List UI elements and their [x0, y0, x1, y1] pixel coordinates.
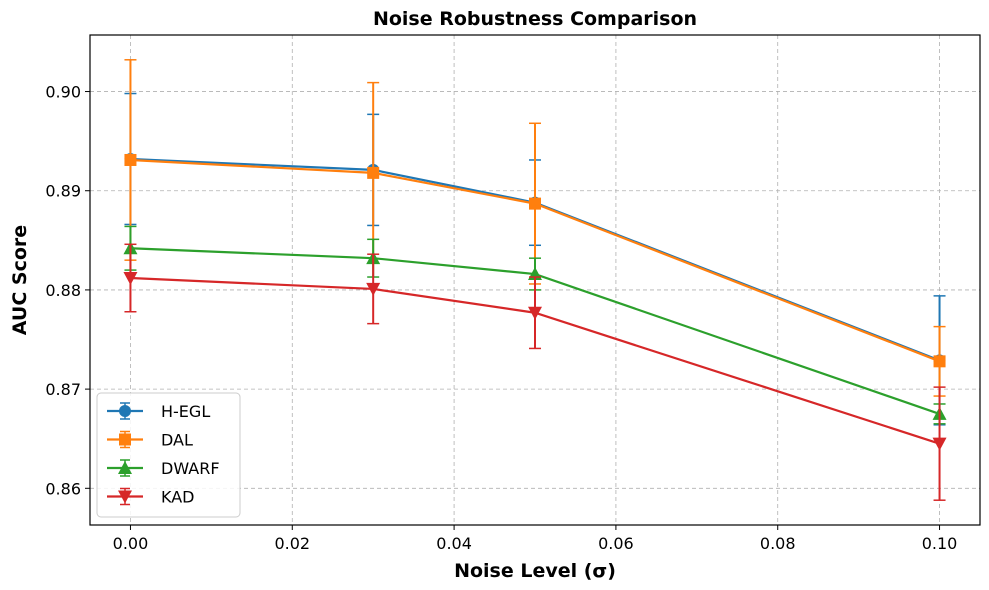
- data-point: [529, 197, 541, 210]
- y-tick-label: 0.86: [45, 479, 81, 498]
- y-axis: 0.86 0.87 0.88 0.89 0.90: [45, 83, 90, 498]
- series-line: [130, 247, 940, 415]
- x-tick-label: 0.06: [598, 534, 634, 553]
- legend-marker: [118, 461, 132, 474]
- series-line: [130, 276, 940, 445]
- legend-item: KAD: [107, 488, 194, 507]
- y-tick-label: 0.87: [45, 380, 81, 399]
- x-tick-label: 0.08: [760, 534, 796, 553]
- data-point: [528, 306, 542, 320]
- y-axis-label: AUC Score: [9, 225, 31, 335]
- data-point: [932, 437, 947, 451]
- x-tick-label: 0.04: [436, 534, 472, 553]
- y-tick-label: 0.90: [45, 83, 81, 102]
- x-tick-label: 0.00: [113, 534, 149, 553]
- series-layer: [123, 59, 947, 501]
- legend-label: KAD: [161, 488, 194, 507]
- legend-marker: [119, 405, 131, 417]
- series-dal: [124, 59, 946, 397]
- series-kad: [123, 243, 947, 501]
- x-tick-label: 0.10: [922, 534, 958, 553]
- data-point: [123, 272, 138, 286]
- legend-label: DWARF: [161, 459, 220, 478]
- legend-label: DAL: [161, 431, 193, 450]
- y-tick-label: 0.88: [45, 281, 81, 300]
- x-axis: 0.00 0.02 0.04 0.06 0.08 0.10: [113, 525, 958, 553]
- legend-label: H-EGL: [161, 402, 210, 421]
- legend-box: [96, 392, 241, 518]
- data-point: [124, 153, 137, 166]
- x-axis-label: Noise Level (σ): [454, 560, 616, 582]
- plot-frame: [89, 34, 981, 526]
- data-point: [367, 166, 380, 179]
- series-line: [130, 158, 940, 363]
- data-point: [933, 355, 946, 368]
- legend-marker: [119, 433, 131, 446]
- legend: H-EGL DAL DWARF KAD: [96, 392, 241, 518]
- legend-marker: [118, 490, 132, 504]
- chart-title: Noise Robustness Comparison: [373, 8, 697, 30]
- legend-item: DWARF: [107, 459, 220, 478]
- data-point: [366, 282, 381, 296]
- x-tick-label: 0.02: [274, 534, 310, 553]
- legend-item: H-EGL: [107, 402, 210, 421]
- legend-item: DAL: [107, 431, 193, 450]
- y-tick-label: 0.89: [45, 182, 81, 201]
